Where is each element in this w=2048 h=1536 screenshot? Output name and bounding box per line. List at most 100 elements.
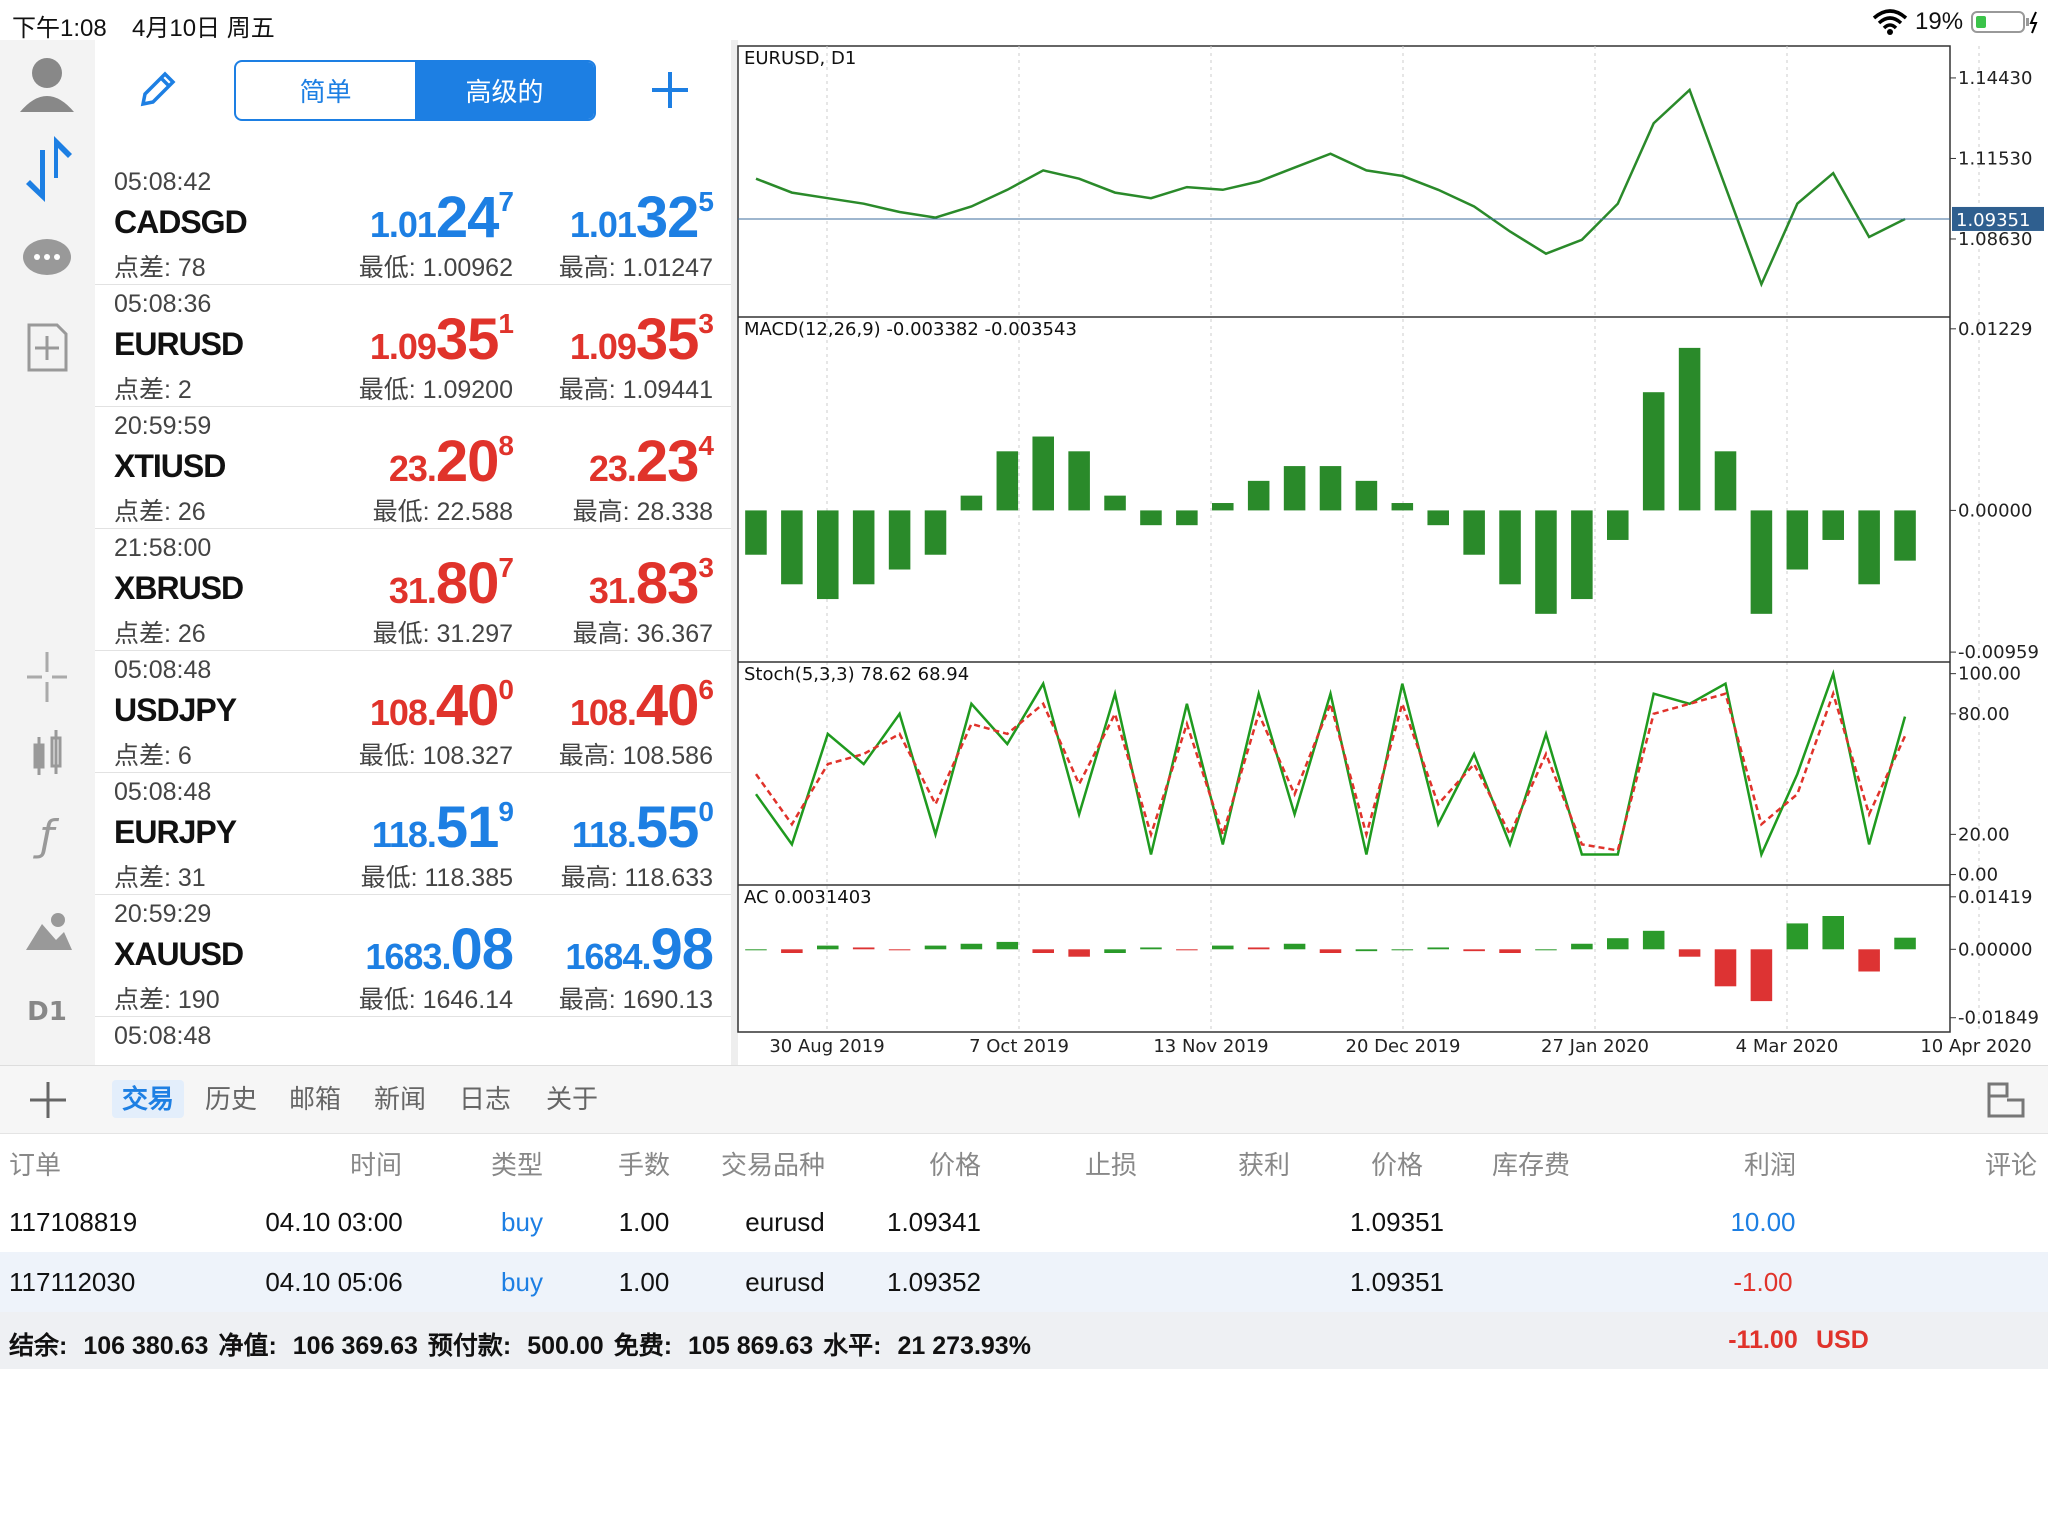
column-header: 价格 [1370, 1150, 1423, 1180]
indicator-bar [817, 945, 839, 950]
account-icon[interactable] [20, 58, 74, 112]
mode-advanced[interactable]: 高级的 [415, 62, 594, 119]
quote-low: 最低: 108.327 [358, 742, 513, 770]
quote-high: 最高: 1.01247 [558, 254, 713, 282]
price-big: 40 [435, 673, 500, 738]
indicator-bar [1319, 949, 1342, 954]
tab[interactable]: 交易 [112, 1080, 184, 1118]
sidebar: ƒ D1 [0, 40, 95, 1065]
price-small: 1.09 [569, 326, 637, 367]
quote-low: 最低: 1.09200 [358, 376, 513, 404]
indicator-bar [1535, 949, 1557, 951]
trade-icon[interactable] [26, 136, 72, 202]
layout-icon[interactable] [1985, 1080, 2027, 1120]
quote-symbol: EURUSD [114, 326, 244, 362]
y-tick-label: 0.00000 [1958, 500, 2032, 521]
tab[interactable]: 关于 [545, 1084, 598, 1114]
cell-time: 04.10 05:06 [265, 1267, 403, 1297]
quote-bid: 108.400 [370, 672, 514, 739]
toolbar-add[interactable] [28, 1080, 68, 1120]
summary-label: 预付款: [427, 1332, 512, 1360]
quote-ask: 31.833 [589, 550, 714, 617]
quote-high: 最高: 1690.13 [558, 986, 713, 1014]
crosshair-icon[interactable] [27, 652, 67, 702]
quote-time: 20:59:29 [114, 900, 212, 928]
column-header: 价格 [928, 1150, 981, 1180]
summary-label: 净值: [218, 1332, 277, 1360]
series-line [755, 87, 1906, 288]
quote-bid: 118.519 [372, 794, 514, 861]
quote-bid: 23.208 [389, 428, 514, 495]
tab[interactable]: 历史 [204, 1084, 257, 1114]
indicator-bar [1858, 949, 1880, 972]
quote-row[interactable]: 05:08:36 EURUSD 点差: 2 1.09351 最低: 1.09200 1.0… [95, 284, 731, 407]
price-sup: 8 [498, 430, 514, 461]
date-label: 20 Dec 2019 [1346, 1036, 1461, 1057]
price-small: 1.01 [369, 204, 437, 245]
add-symbol[interactable] [648, 68, 692, 112]
quote-row[interactable]: 05:08:48 USDJPY 点差: 6 108.400 最低: 108.327 108… [95, 650, 731, 773]
indicator-bar [1642, 392, 1665, 511]
indicator-bar [1642, 930, 1665, 950]
price-big: 80 [435, 551, 500, 616]
column-header: 类型 [490, 1150, 543, 1180]
indicator-bar [888, 949, 911, 951]
quote-high: 最高: 108.586 [558, 742, 713, 770]
quote-low: 最低: 31.297 [372, 620, 513, 648]
quote-row[interactable]: 20:59:59 XTIUSD 点差: 26 23.208 最低: 22.588 23.2… [95, 406, 731, 529]
price-small: 31. [388, 570, 437, 611]
indicator-icon[interactable]: ƒ [33, 811, 60, 860]
price-sup: 1 [498, 308, 514, 339]
indicator-bar [1427, 947, 1449, 950]
indicator-bar [1786, 510, 1809, 570]
quote-row[interactable]: 05:08:48 EURJPY 点差: 31 118.519 最低: 118.385 11… [95, 772, 731, 895]
last-price-box [1952, 206, 2044, 231]
new-order-icon[interactable] [27, 323, 68, 372]
summary-label: 结余: [9, 1332, 68, 1360]
tab[interactable]: 新闻 [373, 1084, 426, 1114]
tab[interactable]: 日志 [458, 1084, 511, 1114]
indicator-bar [1678, 949, 1701, 957]
y-tick-label: 100.00 [1958, 664, 2021, 685]
price-big: 20 [435, 429, 500, 494]
y-tick-label: 20.00 [1958, 824, 2010, 845]
mode-simple[interactable]: 简单 [299, 77, 352, 107]
column-header: 库存费 [1491, 1150, 1570, 1180]
price-sup: 7 [498, 552, 514, 583]
indicator-bar [1355, 480, 1378, 511]
quote-ask: 108.406 [570, 672, 714, 739]
price-sup: 5 [698, 186, 714, 217]
indicator-bar [996, 451, 1019, 511]
indicator-bar [1607, 938, 1629, 950]
timeframe[interactable]: D1 [27, 997, 67, 1027]
summary-value: 106 380.63 [83, 1332, 209, 1360]
indicator-bar [1571, 943, 1593, 950]
indicator-bar [1140, 510, 1162, 526]
indicator-bar [924, 510, 947, 555]
pane-title: Stoch(5,3,3) 78.62 68.94 [744, 664, 969, 685]
y-tick-label: 0.01229 [1958, 319, 2032, 340]
chart-type-icon[interactable] [33, 730, 62, 775]
edit-icon[interactable] [135, 68, 179, 112]
cell-price: 1.09351 [1350, 1207, 1444, 1237]
price-big: 08 [450, 917, 514, 982]
indicator-bar [1463, 949, 1485, 952]
quote-row[interactable]: 21:58:00 XBRUSD 点差: 26 31.807 最低: 31.297 31.8… [95, 528, 731, 651]
tab[interactable]: 邮箱 [288, 1084, 341, 1114]
chat-icon[interactable] [23, 239, 71, 275]
quote-symbol: XBRUSD [114, 570, 244, 606]
quote-row[interactable]: 05:08:42 CADSGD 点差: 78 1.01247 最低: 1.00962 1.… [95, 162, 731, 285]
quote-row[interactable]: 20:59:29 XAUUSD 点差: 190 1683.08 最低: 1646.14 1… [95, 894, 731, 1017]
indicator-bar [1678, 347, 1701, 511]
y-tick-label: -0.00959 [1958, 642, 2039, 663]
price-big: 35 [435, 307, 500, 372]
trade-row[interactable] [0, 1192, 2048, 1252]
quote-time: 05:08:42 [114, 168, 212, 196]
quote-row[interactable]: 05:08:48 [95, 1016, 731, 1065]
objects-icon[interactable] [26, 913, 72, 950]
trade-row[interactable] [0, 1252, 2048, 1312]
quote-high: 最高: 118.633 [560, 864, 713, 892]
indicator-bar [817, 510, 839, 600]
indicator-bar [1750, 510, 1773, 614]
column-header: 评论 [1984, 1150, 2037, 1180]
